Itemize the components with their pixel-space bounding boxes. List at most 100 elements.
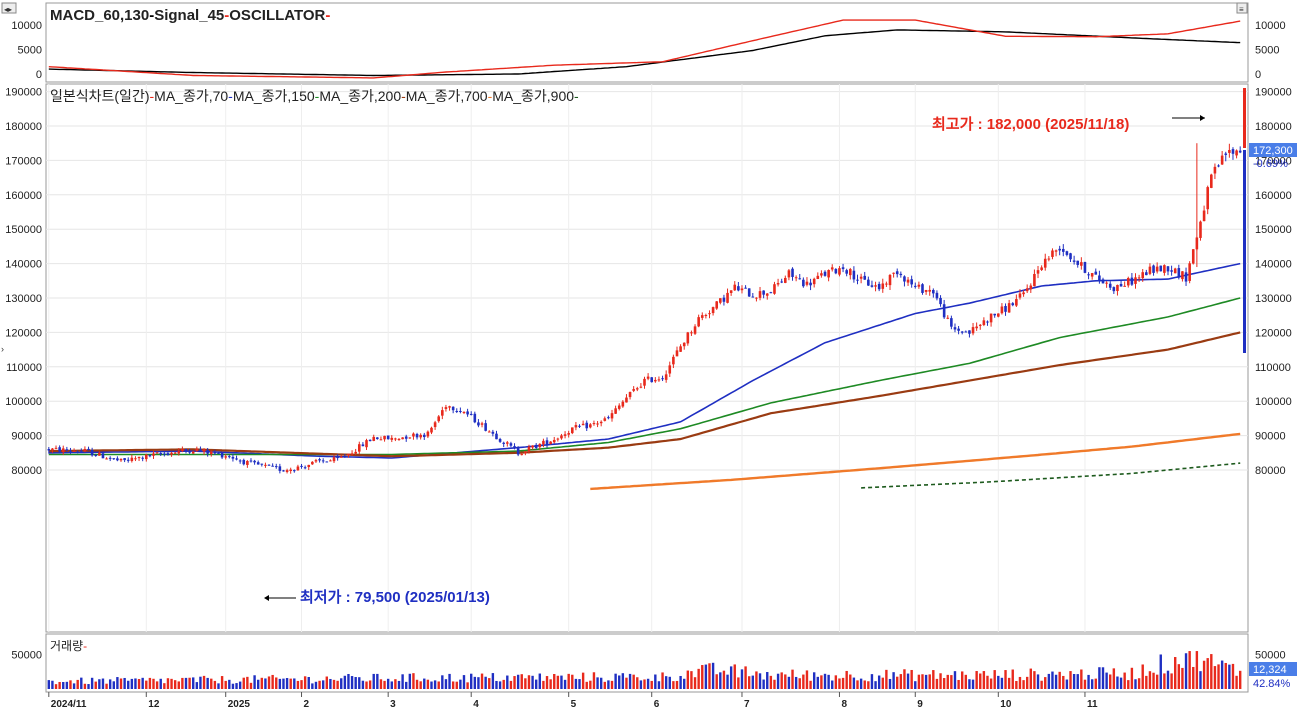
- candle-body: [751, 296, 755, 298]
- panel-menu-button[interactable]: [1236, 2, 1248, 14]
- volume-bar: [751, 675, 755, 689]
- volume-tick-left: 50000: [11, 650, 42, 662]
- ma-line-2: [48, 297, 1241, 456]
- volume-bar: [1090, 679, 1094, 689]
- candle-body: [592, 423, 596, 425]
- candle-body: [430, 427, 433, 433]
- candle-body: [1112, 287, 1116, 292]
- candle-body: [978, 324, 982, 326]
- price-range-bar-up: [1243, 88, 1246, 148]
- x-tick-label: 2025: [228, 699, 251, 710]
- volume-bar: [224, 680, 227, 689]
- volume-bar: [784, 674, 787, 689]
- candle-body: [1191, 249, 1195, 264]
- volume-bar: [856, 680, 859, 689]
- volume-legend: 거래량-: [50, 639, 87, 653]
- volume-bar: [553, 673, 556, 689]
- candle-body: [126, 459, 130, 461]
- panel-collapse-icon[interactable]: ›: [1, 344, 4, 354]
- candle-body: [1004, 305, 1007, 312]
- volume-bar: [105, 683, 108, 689]
- volume-bar: [657, 681, 661, 689]
- volume-bar: [477, 677, 480, 689]
- candle-body: [173, 452, 177, 454]
- candle-body: [527, 446, 531, 451]
- candle-body: [906, 279, 910, 283]
- volume-bar: [405, 681, 408, 689]
- candle-body: [769, 292, 773, 294]
- volume-bar: [896, 676, 899, 689]
- volume-bar: [159, 678, 162, 689]
- ma-line-4: [590, 432, 1241, 491]
- volume-bar: [51, 680, 54, 689]
- volume-bar: [94, 681, 97, 689]
- volume-bar: [592, 672, 596, 689]
- volume-bar: [65, 681, 69, 689]
- candle-body: [1181, 271, 1184, 280]
- scroll-left-right-button[interactable]: [1, 2, 17, 14]
- candle-body: [567, 433, 570, 435]
- x-tick-label: 11: [1087, 699, 1098, 710]
- volume-bar: [589, 680, 592, 689]
- volume-bar: [54, 684, 58, 689]
- candle-body: [101, 453, 105, 459]
- volume-bar: [1033, 671, 1036, 689]
- candle-body: [307, 464, 311, 468]
- volume-bar: [1184, 653, 1188, 689]
- volume-bar: [423, 678, 426, 689]
- volume-bar: [394, 679, 397, 689]
- volume-bar: [246, 676, 249, 689]
- volume-bar: [285, 678, 289, 689]
- volume-bar: [58, 681, 61, 689]
- volume-bar: [329, 678, 332, 689]
- volume-bar: [664, 676, 668, 689]
- volume-bar: [257, 679, 260, 689]
- volume-bar: [1231, 663, 1235, 689]
- candle-body: [1134, 277, 1137, 284]
- candle-body: [1137, 277, 1141, 279]
- macd-panel-frame: [45, 2, 1249, 83]
- current-price-tag: [1249, 143, 1297, 157]
- volume-bar: [932, 670, 935, 689]
- candle-body: [1036, 270, 1040, 274]
- volume-bar: [480, 673, 484, 689]
- volume-bar: [506, 675, 509, 689]
- volume-bar: [971, 679, 975, 689]
- volume-bar: [921, 674, 924, 689]
- volume-bar: [993, 670, 996, 689]
- volume-bar: [379, 679, 383, 689]
- candle-body: [1184, 272, 1188, 282]
- volume-bar: [314, 681, 318, 689]
- candle-body: [191, 451, 195, 454]
- volume-tick-right: 50000: [1255, 650, 1286, 662]
- volume-bar: [877, 675, 881, 689]
- volume-bar: [502, 679, 505, 689]
- candle-body: [130, 457, 134, 462]
- volume-bar: [690, 671, 693, 689]
- x-tick-label: 3: [390, 699, 396, 710]
- candle-body: [1022, 292, 1025, 295]
- candle-body: [300, 465, 303, 467]
- candle-body: [1040, 267, 1043, 270]
- volume-bar: [924, 674, 928, 689]
- candle-body: [1224, 153, 1228, 155]
- candle-body: [87, 448, 90, 451]
- volume-bar: [769, 675, 773, 689]
- price-range-bar-down: [1243, 150, 1246, 353]
- candle-body: [610, 413, 614, 419]
- macd-tick-right: 0: [1255, 69, 1261, 81]
- volume-bar: [386, 678, 390, 689]
- x-tick-label: 8: [841, 699, 847, 710]
- candle-body: [668, 365, 672, 374]
- candle-body: [112, 458, 116, 460]
- candle-body: [589, 424, 592, 428]
- candle-body: [863, 275, 867, 280]
- volume-bar: [184, 677, 188, 689]
- panel-menu-icon: ≡: [1239, 5, 1244, 14]
- volume-bar: [134, 678, 137, 689]
- volume-bar: [1022, 680, 1025, 689]
- volume-bar: [1155, 674, 1159, 689]
- candle-body: [141, 457, 144, 459]
- ma-line-1: [48, 262, 1241, 459]
